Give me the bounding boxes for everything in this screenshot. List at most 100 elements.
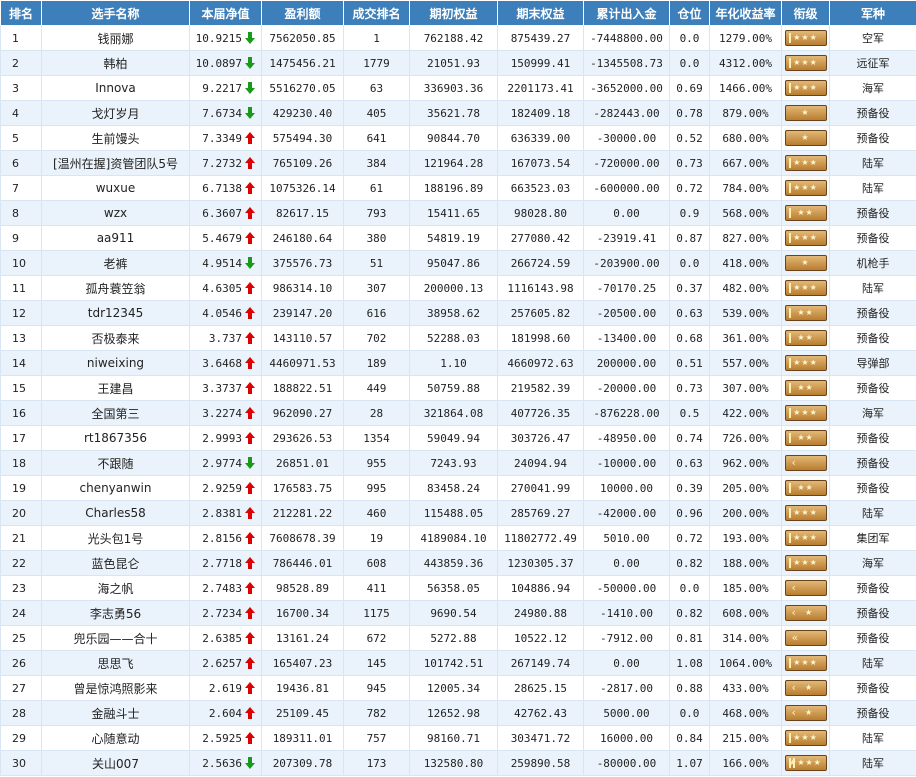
player-name-link[interactable]: rt1867356	[83, 431, 148, 445]
player-name-link[interactable]: 不跟随	[97, 456, 134, 471]
cell-player-name[interactable]: 金融斗士	[41, 700, 190, 726]
player-name-link[interactable]: 光头包1号	[87, 531, 144, 546]
table-row[interactable]: 12 tdr12345 4.0546 239147.20 616 38958.62 2576…	[0, 300, 916, 326]
player-name-link[interactable]: 孤舟蓑笠翁	[85, 281, 146, 296]
header-net-value[interactable]: 本届净值	[189, 0, 262, 26]
header-net-flow[interactable]: 累计出入金	[583, 0, 670, 26]
table-row[interactable]: 19 chenyanwin 2.9259 176583.75 995 83458.24 27…	[0, 475, 916, 501]
table-row[interactable]: 3 Innova 9.2217 5516270.05 63 336903.36 220117…	[0, 75, 916, 101]
table-row[interactable]: 5 生前馒头 7.3349 575494.30 641 90844.70 636339.00…	[0, 125, 916, 151]
player-name-link[interactable]: 蓝色昆仑	[91, 556, 140, 571]
cell-player-name[interactable]: chenyanwin	[41, 475, 190, 501]
player-name-link[interactable]: 老裤	[103, 256, 128, 271]
cell-player-name[interactable]: 心随意动	[41, 725, 190, 751]
player-name-link[interactable]: 金融斗士	[91, 706, 140, 721]
cell-player-name[interactable]: 兜乐园——合十	[41, 625, 190, 651]
player-name-link[interactable]: [温州在握]资管团队5号	[53, 156, 178, 171]
table-row[interactable]: 7 wuxue 6.7138 1075326.14 61 188196.89 663523.…	[0, 175, 916, 201]
cell-player-name[interactable]: wzx	[41, 200, 190, 226]
cell-player-name[interactable]: wuxue	[41, 175, 190, 201]
cell-player-name[interactable]: 海之帆	[41, 575, 190, 601]
player-name-link[interactable]: 心随意动	[91, 731, 140, 746]
table-row[interactable]: 28 金融斗士 2.604 25109.45 782 12652.98 42762.43 50…	[0, 700, 916, 726]
player-name-link[interactable]: Innova	[95, 81, 136, 95]
table-row[interactable]: 11 孤舟蓑笠翁 4.6305 986314.10 307 200000.13 111614…	[0, 275, 916, 301]
table-row[interactable]: 20 Charles58 2.8381 212281.22 460 115488.05 28…	[0, 500, 916, 526]
header-branch[interactable]: 军种	[829, 0, 916, 26]
player-name-link[interactable]: 曾是惊鸿照影来	[73, 681, 158, 696]
table-row[interactable]: 9 aa911 5.4679 246180.64 380 54819.19 277080.4…	[0, 225, 916, 251]
cell-player-name[interactable]: 思思飞	[41, 650, 190, 676]
player-name-link[interactable]: aa911	[96, 231, 135, 245]
table-row[interactable]: 29 心随意动 2.5925 189311.01 757 98160.71 303471.7…	[0, 725, 916, 751]
table-row[interactable]: 18 不跟随 2.9774 26851.01 955 7243.93 24094.94 -10…	[0, 450, 916, 476]
player-name-link[interactable]: 海之帆	[97, 581, 134, 596]
player-name-link[interactable]: 兜乐园——合十	[73, 631, 158, 646]
cell-player-name[interactable]: Charles58	[41, 500, 190, 526]
player-name-link[interactable]: 钱丽娜	[97, 31, 134, 46]
table-row[interactable]: 21 光头包1号 2.8156 7608678.39 19 4189084.10 11802…	[0, 525, 916, 551]
table-row[interactable]: 24 李志勇56 2.7234 16700.34 1175 9690.54 24980.88…	[0, 600, 916, 626]
table-row[interactable]: 14 niweixing 3.6468 4460971.53 189 1.10 466097…	[0, 350, 916, 376]
table-row[interactable]: 2 韩柏 10.0897 1475456.21 1779 21051.93 150999.4…	[0, 50, 916, 76]
cell-player-name[interactable]: 孤舟蓑笠翁	[41, 275, 190, 301]
table-row[interactable]: 1 钱丽娜 10.9215 7562050.85 1 762188.42 875439.27…	[0, 25, 916, 51]
player-name-link[interactable]: 否极泰来	[91, 331, 140, 346]
cell-player-name[interactable]: 不跟随	[41, 450, 190, 476]
header-trade-rank[interactable]: 成交排名	[343, 0, 410, 26]
player-name-link[interactable]: 韩柏	[103, 56, 128, 71]
table-row[interactable]: 4 戈灯岁月 7.6734 429230.40 405 35621.78 182409.18…	[0, 100, 916, 126]
table-row[interactable]: 8 wzx 6.3607 82617.15 793 15411.65 98028.80 0.0…	[0, 200, 916, 226]
header-annual-return[interactable]: 年化收益率	[709, 0, 782, 26]
table-row[interactable]: 23 海之帆 2.7483 98528.89 411 56358.05 104886.94-…	[0, 575, 916, 601]
cell-player-name[interactable]: 老裤	[41, 250, 190, 276]
table-row[interactable]: 30 关山007 2.5636 207309.78 173 132580.80 259890…	[0, 750, 916, 776]
cell-player-name[interactable]: 蓝色昆仑	[41, 550, 190, 576]
header-rank[interactable]: 排名	[0, 0, 42, 26]
cell-player-name[interactable]: 钱丽娜	[41, 25, 190, 51]
cell-player-name[interactable]: Innova	[41, 75, 190, 101]
player-name-link[interactable]: 戈灯岁月	[91, 106, 140, 121]
cell-player-name[interactable]: niweixing	[41, 350, 190, 376]
player-name-link[interactable]: wzx	[103, 206, 128, 220]
table-row[interactable]: 15 王建昌 3.3737 188822.51 449 50759.88 219582.39…	[0, 375, 916, 401]
table-row[interactable]: 22 蓝色昆仑 2.7718 786446.01 608 443859.36 1230305…	[0, 550, 916, 576]
header-grade[interactable]: 衔级	[781, 0, 830, 26]
cell-player-name[interactable]: 王建昌	[41, 375, 190, 401]
table-row[interactable]: 16 全国第三 3.2274 962090.27 28 321864.08 407726.3…	[0, 400, 916, 426]
player-name-link[interactable]: chenyanwin	[79, 481, 152, 495]
player-name-link[interactable]: Charles58	[85, 506, 146, 520]
player-name-link[interactable]: 思思飞	[97, 656, 134, 671]
cell-player-name[interactable]: rt1867356	[41, 425, 190, 451]
player-name-link[interactable]: tdr12345	[87, 306, 144, 320]
player-name-link[interactable]: wuxue	[95, 181, 136, 195]
header-profit[interactable]: 盈利额	[261, 0, 344, 26]
table-row[interactable]: 13 否极泰来 3.737 143110.57 702 52288.03 181998.60…	[0, 325, 916, 351]
cell-player-name[interactable]: 李志勇56	[41, 600, 190, 626]
player-name-link[interactable]: 生前馒头	[91, 131, 140, 146]
table-row[interactable]: 17 rt1867356 2.9993 293626.53 1354 59049.94 30…	[0, 425, 916, 451]
header-final-equity[interactable]: 期末权益	[497, 0, 584, 26]
table-row[interactable]: 10 老裤 4.9514 375576.73 51 95047.86 266724.59 -2…	[0, 250, 916, 276]
table-row[interactable]: 26 思思飞 2.6257 165407.23 145 101742.51 267149.7…	[0, 650, 916, 676]
cell-player-name[interactable]: 韩柏	[41, 50, 190, 76]
player-name-link[interactable]: 关山007	[92, 756, 139, 771]
cell-player-name[interactable]: 关山007	[41, 750, 190, 776]
cell-player-name[interactable]: aa911	[41, 225, 190, 251]
cell-player-name[interactable]: 曾是惊鸿照影来	[41, 675, 190, 701]
table-row[interactable]: 6 [温州在握]资管团队5号 7.2732 765109.26 384 121964.28…	[0, 150, 916, 176]
cell-player-name[interactable]: 全国第三	[41, 400, 190, 426]
player-name-link[interactable]: niweixing	[86, 356, 145, 370]
header-name[interactable]: 选手名称	[41, 0, 190, 26]
player-name-link[interactable]: 李志勇56	[89, 606, 142, 621]
cell-player-name[interactable]: tdr12345	[41, 300, 190, 326]
player-name-link[interactable]: 王建昌	[97, 381, 134, 396]
header-position[interactable]: 仓位	[669, 0, 710, 26]
table-row[interactable]: 27 曾是惊鸿照影来 2.619 19436.81 945 12005.34 28625.1…	[0, 675, 916, 701]
player-name-link[interactable]: 全国第三	[91, 406, 140, 421]
header-initial-equity[interactable]: 期初权益	[409, 0, 498, 26]
table-row[interactable]: 25 兜乐园——合十 2.6385 13161.24 672 5272.88 10522.1…	[0, 625, 916, 651]
cell-player-name[interactable]: 生前馒头	[41, 125, 190, 151]
cell-player-name[interactable]: [温州在握]资管团队5号	[41, 150, 190, 176]
cell-player-name[interactable]: 否极泰来	[41, 325, 190, 351]
